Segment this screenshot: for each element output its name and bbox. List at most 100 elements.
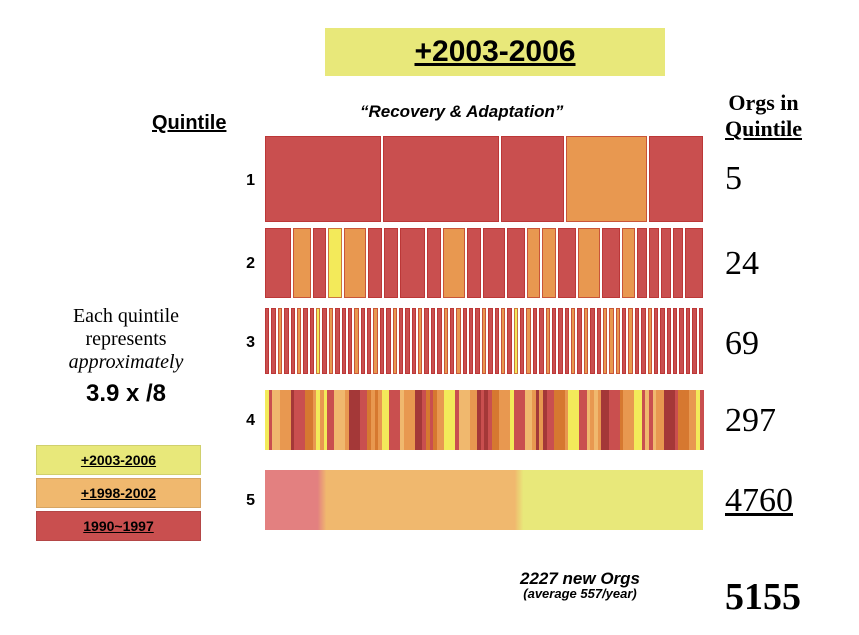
segment: [514, 308, 518, 374]
segment: [527, 228, 541, 298]
segment: [584, 308, 588, 374]
segment: [571, 308, 575, 374]
legend-item-0: +2003-2006: [36, 445, 201, 475]
segment: [450, 308, 454, 374]
segment: [552, 308, 556, 374]
segment: [648, 308, 652, 374]
segment: [533, 308, 537, 374]
segment: [637, 228, 647, 298]
segment: [399, 308, 403, 374]
quintile-count-5: 4760: [725, 482, 793, 520]
segment: [597, 308, 601, 374]
segment: [424, 308, 428, 374]
segment: [467, 228, 481, 298]
segment: [495, 308, 499, 374]
segment: [609, 308, 613, 374]
footer-sub: (average 557/year): [520, 587, 640, 600]
segment: [679, 308, 683, 374]
segment: [673, 228, 683, 298]
segment: [293, 228, 311, 298]
segment: [539, 308, 543, 374]
segment: [368, 228, 382, 298]
segment: [284, 308, 288, 374]
quintile-row-1: [265, 136, 703, 222]
segment: [373, 308, 377, 374]
segment: [342, 308, 346, 374]
orgs-header-line1: Orgs in: [725, 90, 802, 116]
desc-line3: approximately: [36, 351, 216, 374]
segment: [443, 228, 465, 298]
segment: [328, 228, 342, 298]
segment: [316, 308, 320, 374]
segment: [265, 308, 269, 374]
segment: [386, 308, 390, 374]
segment: [400, 228, 426, 298]
segment: [649, 228, 659, 298]
segment: [686, 308, 690, 374]
total-count: 5155: [725, 575, 801, 619]
segment: [271, 308, 275, 374]
segment: [661, 228, 671, 298]
segment: [616, 308, 620, 374]
segment: [265, 136, 381, 222]
segment: [278, 308, 282, 374]
segment: [635, 308, 639, 374]
segment: [542, 228, 556, 298]
segment: [297, 308, 301, 374]
segment: [622, 308, 626, 374]
segment: [322, 308, 326, 374]
segment: [384, 228, 398, 298]
quintile-row-3: [265, 308, 703, 374]
segment: [685, 228, 703, 298]
segment: [602, 228, 620, 298]
legend-item-2: 1990~1997: [36, 511, 201, 541]
segment: [565, 308, 569, 374]
footer-note: 2227 new Orgs (average 557/year): [520, 570, 640, 600]
description-block: Each quintile represents approximately 3…: [36, 305, 216, 408]
segment: [344, 228, 366, 298]
segment: [628, 308, 632, 374]
segment: [380, 308, 384, 374]
title-banner: +2003-2006: [325, 28, 665, 76]
segment: [348, 308, 352, 374]
legend-item-1: +1998-2002: [36, 478, 201, 508]
segment: [444, 308, 448, 374]
quintile-count-3: 69: [725, 325, 759, 363]
segment: [367, 308, 371, 374]
segment: [577, 308, 581, 374]
segment: [456, 308, 460, 374]
segment: [329, 308, 333, 374]
quintile-row-5: [265, 470, 703, 530]
segment: [427, 228, 441, 298]
segment: [291, 308, 295, 374]
segment: [483, 228, 505, 298]
desc-ratio: 3.9 x /8: [36, 380, 216, 408]
desc-line2: represents: [36, 328, 216, 351]
desc-line1: Each quintile: [36, 305, 216, 328]
segment: [700, 390, 704, 450]
segment: [667, 308, 671, 374]
quintile-count-1: 5: [725, 160, 742, 198]
segment: [310, 308, 314, 374]
segment: [393, 308, 397, 374]
quintile-header: Quintile: [152, 112, 226, 135]
subtitle: “Recovery & Adaptation”: [360, 102, 563, 122]
segment: [335, 308, 339, 374]
segment: [354, 308, 358, 374]
segment: [303, 308, 307, 374]
quintile-label-5: 5: [225, 492, 255, 510]
title-text: +2003-2006: [415, 35, 576, 69]
legend: +2003-2006+1998-20021990~1997: [36, 445, 201, 544]
segment: [405, 308, 409, 374]
segment: [566, 136, 647, 222]
segment: [654, 308, 658, 374]
quintile-count-4: 297: [725, 402, 776, 440]
segment: [469, 308, 473, 374]
segment: [699, 308, 703, 374]
segment: [431, 308, 435, 374]
quintile-label-3: 3: [225, 334, 255, 352]
segment: [622, 228, 636, 298]
segment: [418, 308, 422, 374]
segment: [641, 308, 645, 374]
segment: [692, 308, 696, 374]
